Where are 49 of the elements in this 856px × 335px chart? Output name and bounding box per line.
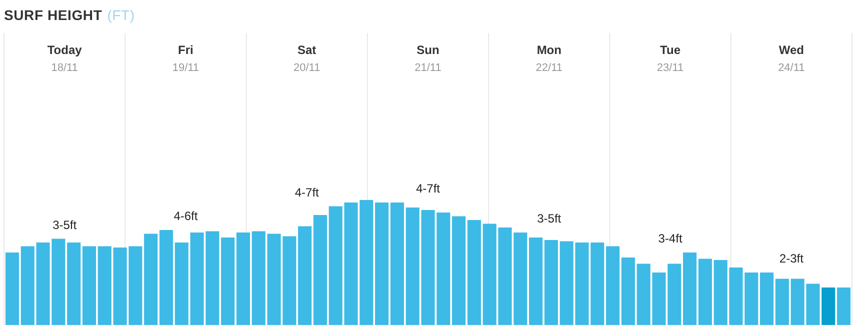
bar (5, 252, 20, 325)
bar (698, 258, 712, 325)
annotation: 3-5ft (537, 212, 562, 226)
bar (375, 202, 389, 325)
bar (621, 258, 635, 325)
bar (683, 252, 697, 325)
bar (760, 272, 774, 325)
annotation: 3-4ft (658, 232, 683, 246)
annotation: 3-5ft (52, 218, 78, 232)
bar (606, 246, 620, 325)
chart-title: SURF HEIGHT (4, 7, 102, 23)
bar (836, 288, 851, 325)
text: 21/11 (414, 62, 442, 74)
bar (236, 232, 250, 325)
bar (82, 246, 96, 325)
text: 24/11 (778, 62, 805, 74)
bar (298, 226, 312, 325)
bar (390, 202, 404, 325)
bar (313, 215, 327, 325)
text: Today (47, 43, 82, 57)
bar (144, 234, 158, 325)
text: 23/11 (656, 62, 684, 74)
bar (744, 272, 758, 325)
text: 18/11 (51, 62, 78, 74)
bar (221, 238, 235, 325)
bar (20, 246, 34, 325)
bar (452, 216, 466, 325)
text: Sat (298, 43, 316, 57)
text: Wed (778, 43, 804, 57)
bar (98, 246, 112, 325)
text: Fri (178, 43, 194, 57)
text: Mon (536, 43, 562, 57)
annotation: 2-3ft (779, 252, 804, 266)
bar (159, 230, 173, 325)
text: Sun (416, 43, 440, 57)
bar (822, 288, 836, 325)
bar (544, 240, 558, 325)
bar (67, 242, 81, 325)
text: 19/11 (172, 62, 200, 74)
bar (775, 278, 789, 325)
chart-subtitle: (FT) (107, 7, 135, 23)
annotation: 4-6ft (174, 209, 198, 223)
text: 4-7ft (416, 182, 441, 196)
text: 22/11 (536, 62, 562, 74)
text: 20/11 (294, 62, 320, 74)
bar (467, 220, 481, 325)
bar (529, 238, 543, 325)
text: Tue (660, 43, 681, 57)
text: 4-7ft (294, 185, 320, 200)
